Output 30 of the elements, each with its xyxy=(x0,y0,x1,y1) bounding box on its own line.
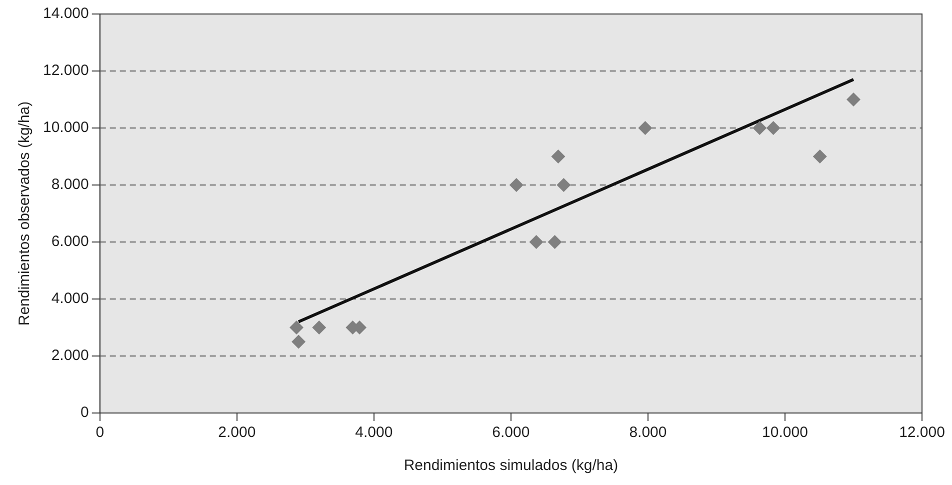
y-tick-label: 12.000 xyxy=(42,62,89,80)
x-tick-label: 2.000 xyxy=(218,424,256,442)
point xyxy=(548,235,562,249)
x-tick-label: 6.000 xyxy=(492,424,530,442)
point xyxy=(312,320,326,334)
x-tick-label: 0 xyxy=(96,424,104,442)
x-tick-label: 10.000 xyxy=(762,424,808,442)
y-tick-label: 10.000 xyxy=(42,119,89,136)
point xyxy=(752,121,767,135)
point xyxy=(812,150,827,164)
point xyxy=(292,334,306,349)
x-axis-title: Rendimientos simulados (kg/ha) xyxy=(404,457,618,474)
x-tick-label: 4.000 xyxy=(355,424,393,442)
point xyxy=(638,121,652,135)
point xyxy=(766,121,780,135)
y-tick-label: 8.000 xyxy=(51,176,89,194)
point xyxy=(529,235,544,249)
y-tick-label: 6.000 xyxy=(51,233,89,250)
y-tick-label: 14.000 xyxy=(42,5,89,22)
point xyxy=(551,150,566,164)
point xyxy=(290,320,304,334)
point xyxy=(556,178,571,192)
y-axis-title: Rendimientos observados (kg/ha) xyxy=(16,101,34,326)
point xyxy=(509,178,524,192)
x-tick-label: 12.000 xyxy=(899,424,945,442)
y-tick-label: 2.000 xyxy=(51,347,89,364)
y-tick-label: 4.000 xyxy=(51,290,89,308)
y-tick-label: 0 xyxy=(80,404,89,422)
point xyxy=(846,92,860,106)
x-tick-label: 8.000 xyxy=(629,424,667,442)
